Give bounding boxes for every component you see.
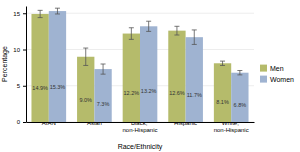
error-bar-cap (220, 65, 225, 66)
series (31, 10, 231, 122)
y-tick-label: 0 (17, 119, 21, 125)
data-label: 12.6% (169, 90, 185, 96)
data-label: 7.3% (97, 101, 110, 107)
y-tick-mark (23, 50, 26, 51)
error-bar-cap (129, 27, 134, 28)
legend-label: Men (270, 65, 284, 72)
error-bar-cap (83, 65, 88, 66)
error-bar (83, 48, 88, 65)
y-tick: 0 (17, 119, 26, 125)
series (49, 8, 249, 122)
error-bar-cap (146, 21, 151, 22)
bar (49, 11, 66, 122)
y-tick: 10 (13, 47, 26, 53)
error-bar-line (40, 10, 41, 17)
error-bar-line (239, 71, 240, 75)
error-bar (55, 8, 60, 14)
error-bar-cap (237, 74, 242, 75)
error-bar-cap (174, 35, 179, 36)
error-bar (192, 30, 197, 45)
error-bar-cap (83, 48, 88, 49)
data-label: 13.2% (141, 88, 157, 94)
y-axis-title: Percentage (1, 46, 9, 82)
legend-swatch (260, 76, 267, 83)
y-tick: 5 (17, 83, 26, 89)
legend-swatch (260, 65, 267, 72)
error-bar-cap (101, 74, 106, 75)
y-axis-line (26, 7, 27, 123)
y-tick-mark (23, 13, 26, 14)
bar (123, 34, 140, 122)
error-bar (174, 26, 179, 35)
data-label: 6.8% (234, 102, 247, 108)
bar (31, 14, 48, 122)
error-bar-cap (55, 8, 60, 9)
error-bar-line (148, 21, 149, 31)
error-bar-line (131, 28, 132, 40)
x-axis-title: Race/Ethnicity (118, 143, 163, 151)
data-label: 12.2% (124, 90, 140, 96)
error-bar-line (176, 26, 177, 35)
bar (214, 63, 231, 122)
error-bar-line (194, 30, 195, 45)
error-bar-cap (192, 44, 197, 45)
bars (31, 8, 248, 122)
error-bar-line (222, 61, 223, 65)
error-bar-cap (220, 61, 225, 62)
y-axis: 0 5 10 15 (13, 7, 26, 126)
error-bar-cap (192, 29, 197, 30)
bar (77, 57, 94, 122)
data-label: 14.9% (32, 85, 48, 91)
error-bar-line (85, 48, 86, 65)
data-label: 15.3% (50, 84, 66, 90)
error-bar-cap (174, 26, 179, 27)
y-tick-label: 10 (13, 47, 20, 53)
error-bar (220, 61, 225, 65)
bar (186, 37, 203, 122)
error-bar (237, 71, 242, 75)
error-bar-cap (38, 10, 43, 11)
error-bar (129, 28, 134, 40)
y-tick-label: 15 (13, 11, 20, 17)
error-bar-cap (101, 64, 106, 65)
error-bar-cap (237, 70, 242, 71)
error-bar (101, 64, 106, 74)
data-labels: 14.9% 9.0% 12.2% 12.6% 8.1% 15.3% 7.3% 13.2% 11.… (32, 84, 246, 108)
error-bar-cap (38, 17, 43, 18)
error-bar-line (57, 8, 58, 14)
y-tick: 15 (13, 11, 26, 17)
bar (140, 26, 157, 122)
data-label: 11.7% (187, 92, 202, 98)
error-bar-cap (55, 13, 60, 14)
bar (94, 69, 111, 122)
y-tick-mark (23, 122, 26, 123)
chart: 051015AIANAsianBlack, non-HispanicHispan… (0, 0, 300, 152)
legend-item: Women (260, 76, 294, 83)
y-tick-mark (23, 86, 26, 87)
error-bar-cap (129, 39, 134, 40)
error-bar (38, 10, 43, 17)
error-bar-cap (146, 31, 151, 32)
error-bar (146, 21, 151, 31)
bar (168, 31, 185, 122)
data-label: 8.1% (216, 99, 229, 105)
bar (231, 73, 248, 122)
legend: Men Women (260, 65, 294, 83)
y-tick-label: 5 (17, 83, 21, 89)
legend-item: Men (260, 65, 284, 72)
plot: 051015AIANAsianBlack, non-HispanicHispan… (1, 7, 255, 152)
legend-label: Women (270, 76, 294, 83)
error-bar-line (103, 64, 104, 74)
data-label: 9.0% (79, 97, 92, 103)
